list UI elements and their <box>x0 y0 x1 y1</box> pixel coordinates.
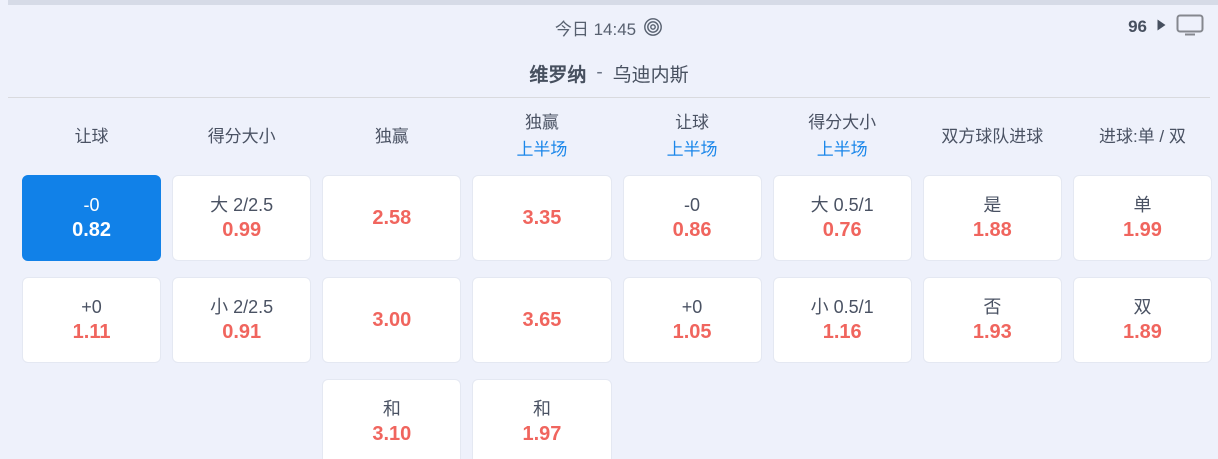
odds-cell-label: 是 <box>983 194 1002 215</box>
odds-cell-value: 3.00 <box>372 308 412 331</box>
home-team-name: 维罗纳 <box>529 64 587 86</box>
odds-cell-value: 1.05 <box>672 321 712 344</box>
match-time-label: 今日 14:45 <box>554 19 637 39</box>
team-separator: - <box>596 62 603 83</box>
odds-cell-value: 1.99 <box>1122 219 1162 242</box>
odds-cell-label: 单 <box>1133 194 1152 215</box>
odds-cell-over[interactable]: 大 2/2.5 0.99 <box>172 175 312 262</box>
odds-cell-label: 小 2/2.5 <box>210 296 274 317</box>
market-header-label: 独赢 <box>524 113 559 132</box>
odds-cell-value: 1.97 <box>522 423 562 446</box>
market-header-label: 独赢 <box>374 126 409 146</box>
odds-cell-win-home[interactable]: 2.58 <box>322 175 462 262</box>
market-header-over-under-first-half: 得分大小 上半场 <box>773 109 912 163</box>
odds-cell-value: 1.88 <box>972 219 1012 242</box>
odds-cell-label: 大 0.5/1 <box>810 194 874 215</box>
market-count: 96 <box>1128 17 1147 36</box>
odds-cell-value: 0.99 <box>222 219 262 242</box>
market-header-label: 让球 <box>74 126 109 146</box>
odds-cell-label: 和 <box>382 398 401 419</box>
odds-cell-win-draw[interactable]: 和 3.10 <box>322 379 462 459</box>
odds-cell-value: 0.86 <box>672 219 712 242</box>
market-header-handicap-first-half: 让球 上半场 <box>623 109 762 163</box>
monitor-icon[interactable] <box>1176 13 1204 41</box>
odds-cell-over-1h[interactable]: 大 0.5/1 0.76 <box>772 175 912 262</box>
market-header-win: 独赢 <box>322 109 461 163</box>
odds-cell-value: 3.35 <box>522 206 562 229</box>
odds-cell-handicap-1h-home[interactable]: -0 0.86 <box>622 175 762 262</box>
odds-cell-label: 和 <box>532 398 551 419</box>
odds-cell-label: 否 <box>983 296 1002 317</box>
odds-cell-value: 2.58 <box>372 206 412 229</box>
odds-cell-goals-odd[interactable]: 单 1.99 <box>1072 175 1212 262</box>
market-header-row: 让球 得分大小 独赢 独赢 上半场 让球 上半场 得分大小 上半场 双方球队进球… <box>0 109 1218 163</box>
odds-cell-btts-no[interactable]: 否 1.93 <box>922 277 1062 364</box>
odds-cell-value: 1.93 <box>972 321 1012 344</box>
odds-cell-win-1h-home[interactable]: 3.35 <box>472 175 612 262</box>
play-triangle-icon <box>1157 18 1166 36</box>
market-header-label: 得分大小 <box>207 126 276 146</box>
match-title: 维罗纳 - 乌迪内斯 <box>0 49 1218 97</box>
match-info-bar: 今日 14:45 96 <box>0 5 1218 49</box>
market-header-sublabel: 上半场 <box>816 140 868 160</box>
odds-cell-handicap-1h-away[interactable]: +0 1.05 <box>622 277 762 364</box>
market-header-over-under: 得分大小 <box>172 109 311 163</box>
market-header-odd-even: 进球:单 / 双 <box>1073 109 1212 163</box>
odds-cell-value: 1.89 <box>1122 321 1162 344</box>
market-header-win-first-half: 独赢 上半场 <box>472 109 611 163</box>
odds-cell-label: -0 <box>684 194 701 215</box>
odds-cell-label: 双 <box>1133 296 1152 317</box>
odds-cell-label: 大 2/2.5 <box>210 194 274 215</box>
odds-cell-win-1h-draw[interactable]: 和 1.97 <box>472 379 612 459</box>
market-header-label: 双方球队进球 <box>941 126 1044 146</box>
odds-cell-value: 3.65 <box>522 308 562 331</box>
odds-cell-under-1h[interactable]: 小 0.5/1 1.16 <box>772 277 912 364</box>
top-scroll-strip <box>8 0 1218 5</box>
odds-cell-win-1h-away[interactable]: 3.65 <box>472 277 612 364</box>
odds-cell-value: 1.16 <box>822 321 862 344</box>
market-header-label: 得分大小 <box>808 113 877 132</box>
odds-cell-value: 0.82 <box>72 219 112 242</box>
market-header-label: 让球 <box>675 113 710 132</box>
away-team-name: 乌迪内斯 <box>612 64 689 86</box>
market-header-label: 进球:单 / 双 <box>1098 126 1186 146</box>
markets-toggle[interactable]: 96 <box>1128 5 1204 49</box>
odds-cell-handicap-away[interactable]: +0 1.11 <box>22 277 162 364</box>
odds-cell-value: 0.91 <box>222 321 262 344</box>
market-header-handicap: 让球 <box>22 109 161 163</box>
odds-cell-value: 3.10 <box>372 423 412 446</box>
header-divider <box>8 97 1210 98</box>
concentric-circles-icon <box>643 17 663 37</box>
odds-cell-value: 0.76 <box>822 219 862 242</box>
odds-cell-value: 1.11 <box>72 321 111 344</box>
odds-cell-label: 小 0.5/1 <box>810 296 874 317</box>
odds-grid: -0 0.82 大 2/2.5 0.99 2.58 3.35 -0 0.86 大… <box>0 175 1218 459</box>
odds-cell-btts-yes[interactable]: 是 1.88 <box>922 175 1062 262</box>
odds-cell-goals-even[interactable]: 双 1.89 <box>1072 277 1212 364</box>
odds-cell-label: +0 <box>681 296 703 317</box>
odds-cell-win-away[interactable]: 3.00 <box>322 277 462 364</box>
odds-cell-label: -0 <box>83 194 100 215</box>
market-header-sublabel: 上半场 <box>666 140 718 160</box>
market-header-btts: 双方球队进球 <box>923 109 1062 163</box>
odds-cell-handicap-home[interactable]: -0 0.82 <box>22 175 162 262</box>
odds-cell-label: +0 <box>81 296 102 317</box>
odds-cell-under[interactable]: 小 2/2.5 0.91 <box>172 277 312 364</box>
market-header-sublabel: 上半场 <box>516 140 568 160</box>
